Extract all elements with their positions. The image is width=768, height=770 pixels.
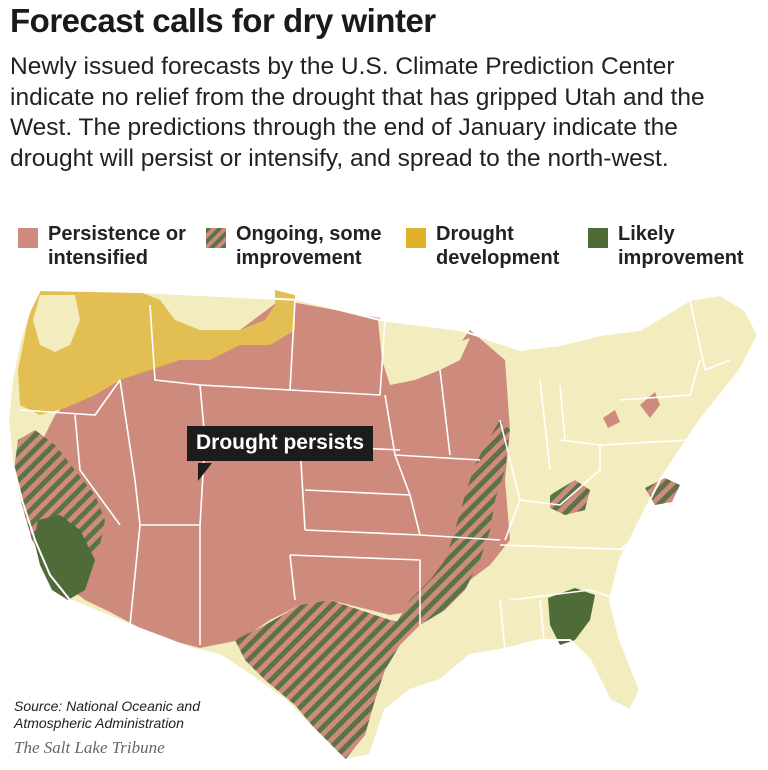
region-improvement-socal: [34, 515, 95, 600]
legend-label-persistence: Persistence or intensified: [48, 223, 186, 269]
map-legend: Persistence or intensified Ongoing, some…: [0, 222, 768, 278]
drought-outlook-map: [0, 270, 768, 770]
callout-drought-persists: Drought persists: [187, 426, 374, 461]
legend-swatch-persistence: [18, 228, 38, 248]
region-base-northwest-coast: [33, 295, 80, 352]
region-persistence-upstate: [603, 410, 620, 428]
region-base-minnesota: [378, 320, 470, 385]
source-note: Source: National Oceanic and Atmospheric…: [14, 698, 214, 732]
region-ongoing-texas: [235, 600, 420, 760]
legend-swatch-development: [406, 228, 426, 248]
source-text: Source: National Oceanic and Atmospheric…: [14, 698, 200, 731]
region-persistence-west: [32, 300, 510, 648]
credit-line: The Salt Lake Tribune: [14, 738, 165, 757]
us-map-svg: [6, 288, 760, 762]
legend-label-improvement: Likely improvement: [618, 223, 744, 269]
callout-pointer: [198, 463, 212, 481]
headline: Forecast calls for dry winter: [10, 2, 436, 39]
deck-paragraph: Newly issued forecasts by the U.S. Clima…: [10, 53, 705, 172]
region-development-northwest: [18, 290, 295, 415]
region-persistence-newyork: [640, 392, 660, 418]
region-ongoing-midatlantic: [645, 478, 680, 505]
state-boundaries: [19, 299, 731, 651]
region-ongoing-ohio: [550, 480, 590, 515]
country-outline: [6, 288, 760, 762]
legend-swatch-improvement: [588, 228, 608, 248]
legend-swatch-ongoing: [206, 228, 226, 248]
region-ongoing-mississippi: [395, 420, 510, 625]
legend-label-ongoing: Ongoing, some improvement: [236, 223, 382, 269]
legend-label-development: Drought development: [436, 223, 560, 269]
region-improvement-georgia: [548, 588, 595, 645]
